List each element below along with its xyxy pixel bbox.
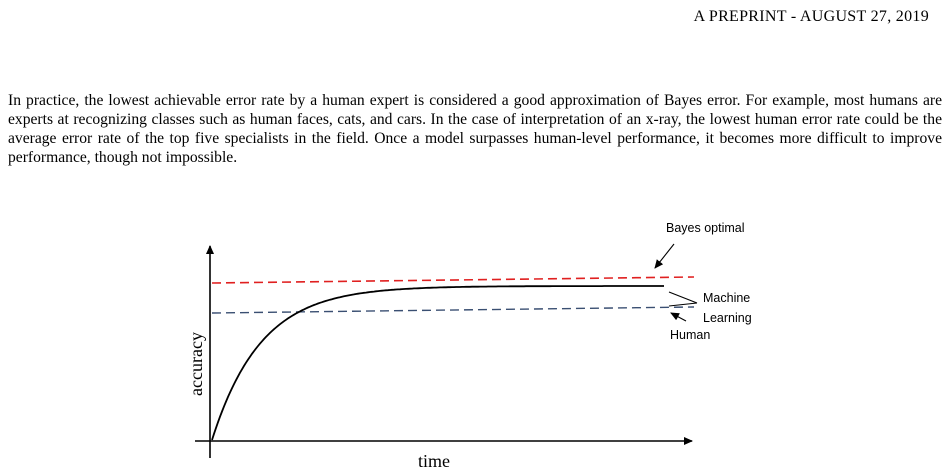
machine-pointer-line-1 (668, 291, 698, 304)
machine-label-line2: Learning (703, 311, 752, 325)
human-level-line (211, 306, 695, 314)
bayes-optimal-label: Bayes optimal (666, 221, 745, 235)
human-pointer-arrow (670, 312, 687, 322)
human-label: Human (670, 328, 710, 342)
bayes-pointer-arrow (654, 243, 675, 269)
bayes-optimal-line (211, 276, 695, 284)
body-paragraph: In practice, the lowest achievable error… (8, 92, 942, 166)
y-axis-label: accuracy (186, 332, 206, 396)
running-header: A PREPRINT - AUGUST 27, 2019 (694, 8, 929, 26)
x-axis-label: time (418, 451, 450, 471)
header-text: A PREPRINT - AUGUST 27, 2019 (693, 8, 929, 25)
machine-learning-curve (211, 285, 664, 441)
machine-label-line1: Machine (703, 291, 750, 305)
machine-pointer-line-2 (668, 302, 698, 307)
